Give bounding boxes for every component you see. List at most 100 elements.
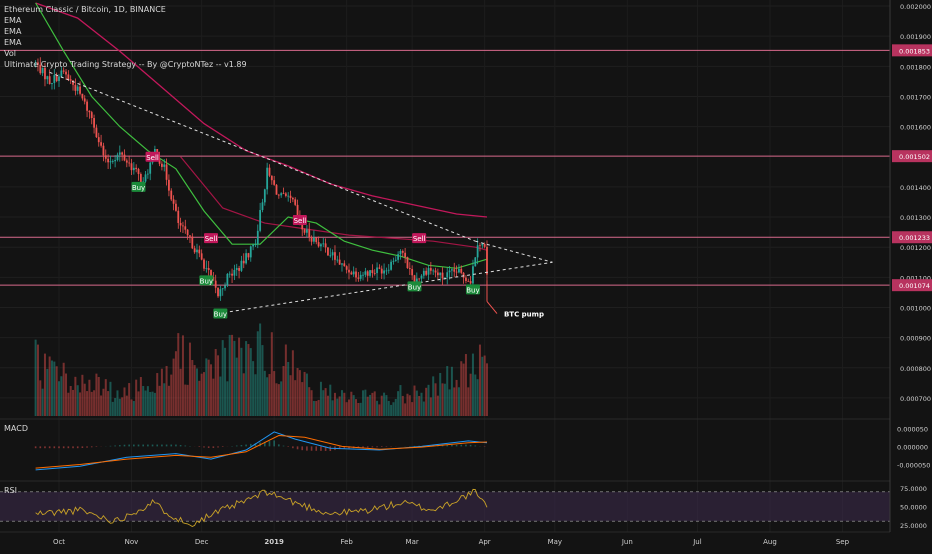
volume-bar — [364, 390, 366, 416]
candle-body — [121, 152, 123, 154]
volume-bar — [102, 389, 104, 416]
volume-bar — [194, 365, 196, 416]
candle-body — [404, 253, 406, 257]
price-tick-label: 0.001000 — [900, 304, 931, 312]
candle-body — [379, 268, 381, 269]
macd-histogram-bar — [72, 446, 74, 448]
candle-body — [369, 270, 371, 276]
macd-histogram-bar — [250, 444, 252, 447]
signal-label: Buy — [408, 283, 421, 291]
volume-bar — [266, 377, 268, 416]
volume-bar — [131, 399, 133, 416]
candle-body — [255, 244, 257, 245]
candle-body — [117, 155, 119, 160]
volume-bar — [170, 375, 172, 416]
legend-volume[interactable]: Vol — [4, 48, 247, 59]
volume-bar — [86, 391, 88, 416]
candle-body — [180, 223, 182, 226]
legend-ema-1[interactable]: EMA — [4, 15, 247, 26]
volume-bar — [149, 392, 151, 416]
volume-bar — [297, 368, 299, 416]
candle-body — [374, 273, 376, 274]
macd-histogram-bar — [372, 446, 374, 447]
volume-bar — [247, 344, 249, 416]
volume-bar — [91, 392, 93, 416]
candle-body — [304, 229, 306, 232]
candle-body — [451, 269, 453, 270]
candle-body — [262, 202, 264, 210]
volume-bar — [479, 345, 481, 416]
volume-bar — [152, 392, 154, 416]
candle-body — [133, 168, 135, 170]
volume-bar — [219, 377, 221, 416]
candle-body — [393, 261, 395, 262]
candle-body — [322, 243, 324, 244]
level-price-label: 0.001074 — [899, 282, 930, 290]
candle-body — [91, 112, 93, 118]
buy-signal: Buy — [407, 281, 421, 291]
macd-histogram-bar — [54, 446, 56, 448]
candle-body — [98, 137, 100, 142]
macd-histogram-bar — [138, 445, 140, 447]
macd-histogram-bar — [283, 446, 285, 447]
volume-bar — [215, 349, 217, 416]
candle-body — [58, 76, 60, 81]
volume-bar — [84, 384, 86, 416]
rsi-tick-label: 25.0000 — [900, 522, 927, 530]
macd-histogram-bar — [91, 446, 93, 447]
volume-bar — [168, 386, 170, 416]
volume-bar — [63, 363, 65, 416]
candle-body — [231, 274, 233, 276]
legend-ema-3[interactable]: EMA — [4, 37, 247, 48]
candle-body — [360, 275, 362, 279]
candle-body — [456, 272, 458, 273]
candle-body — [423, 271, 425, 276]
volume-bar — [278, 384, 280, 416]
volume-bar — [77, 385, 79, 416]
buy-signal: Buy — [199, 275, 213, 285]
volume-bar — [355, 399, 357, 416]
candle-body — [264, 189, 266, 202]
macd-histogram-bar — [175, 445, 177, 447]
volume-bar — [177, 333, 179, 416]
sell-signal: Sell — [293, 215, 307, 225]
candle-body — [306, 229, 308, 232]
macd-histogram-bar — [82, 446, 84, 448]
price-tick-label: 0.000800 — [900, 365, 931, 373]
volume-bar — [432, 376, 434, 416]
sell-signal: Sell — [412, 233, 426, 243]
candles[interactable] — [35, 57, 488, 301]
macd-histogram-bar — [128, 445, 130, 447]
candle-body — [329, 255, 331, 256]
volume-bar — [135, 380, 137, 416]
price-tick-label: 0.001200 — [900, 244, 931, 252]
candle-body — [278, 195, 280, 196]
candle-body — [357, 278, 359, 279]
buy-signal: Buy — [132, 182, 146, 192]
price-tick-label: 0.000700 — [900, 395, 931, 403]
macd-histogram-bar — [35, 446, 37, 448]
macd-histogram-bar — [39, 446, 41, 448]
legend-strategy[interactable]: Ultimate Crypto Trading Strategy -- By @… — [4, 59, 247, 70]
legend-ema-2[interactable]: EMA — [4, 26, 247, 37]
volume-bar — [357, 403, 359, 416]
candle-body — [128, 163, 130, 164]
macd-histogram-bar — [245, 445, 247, 447]
volume-bar — [39, 380, 41, 416]
volume-bar — [187, 385, 189, 416]
candle-body — [353, 272, 355, 275]
volume-bar — [184, 385, 186, 416]
candle-body — [332, 252, 334, 255]
candle-body — [203, 260, 205, 269]
volume-bar — [404, 403, 406, 416]
candle-body — [388, 270, 390, 271]
candle-body — [467, 281, 469, 282]
volume-bar — [336, 399, 338, 416]
volume-bar — [121, 397, 123, 416]
candle-body — [241, 261, 243, 271]
volume-bar — [161, 369, 163, 416]
macd-histogram-bar — [199, 446, 201, 447]
macd-histogram-bar — [110, 446, 112, 447]
volume-bar — [198, 381, 200, 416]
